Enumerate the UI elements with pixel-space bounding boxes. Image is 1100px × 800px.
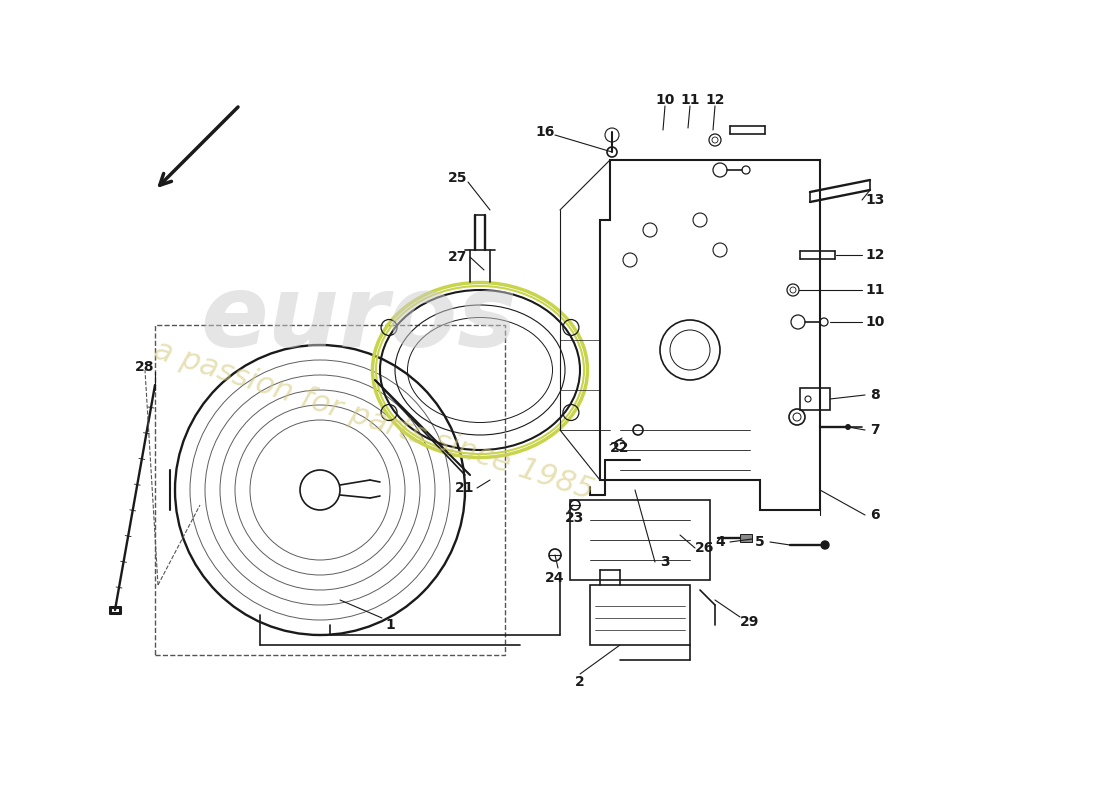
Text: 11: 11 <box>866 283 884 297</box>
Text: 11: 11 <box>680 93 700 107</box>
Text: 3: 3 <box>660 555 670 569</box>
Text: 7: 7 <box>870 423 880 437</box>
Text: 5: 5 <box>755 535 764 549</box>
Text: 13: 13 <box>866 193 884 207</box>
Text: 29: 29 <box>740 615 760 629</box>
Text: 25: 25 <box>449 171 468 185</box>
Text: 16: 16 <box>536 125 554 139</box>
Text: 2: 2 <box>575 675 585 689</box>
Text: 6: 6 <box>870 508 880 522</box>
Text: 10: 10 <box>656 93 674 107</box>
Text: 23: 23 <box>565 511 585 525</box>
FancyBboxPatch shape <box>740 534 752 542</box>
Text: euros: euros <box>200 271 517 369</box>
Text: 12: 12 <box>705 93 725 107</box>
Text: 8: 8 <box>870 388 880 402</box>
Text: 24: 24 <box>546 571 564 585</box>
Text: 10: 10 <box>866 315 884 329</box>
Text: 26: 26 <box>695 541 715 555</box>
Text: 28: 28 <box>135 360 155 374</box>
Text: 4: 4 <box>715 535 725 549</box>
Text: 12: 12 <box>866 248 884 262</box>
Text: 22: 22 <box>610 441 629 455</box>
Text: a passion for parts since 1985: a passion for parts since 1985 <box>150 335 597 505</box>
Text: 1: 1 <box>385 618 395 632</box>
Text: 27: 27 <box>449 250 468 264</box>
Text: 21: 21 <box>455 481 475 495</box>
Circle shape <box>821 541 829 549</box>
Circle shape <box>845 424 851 430</box>
